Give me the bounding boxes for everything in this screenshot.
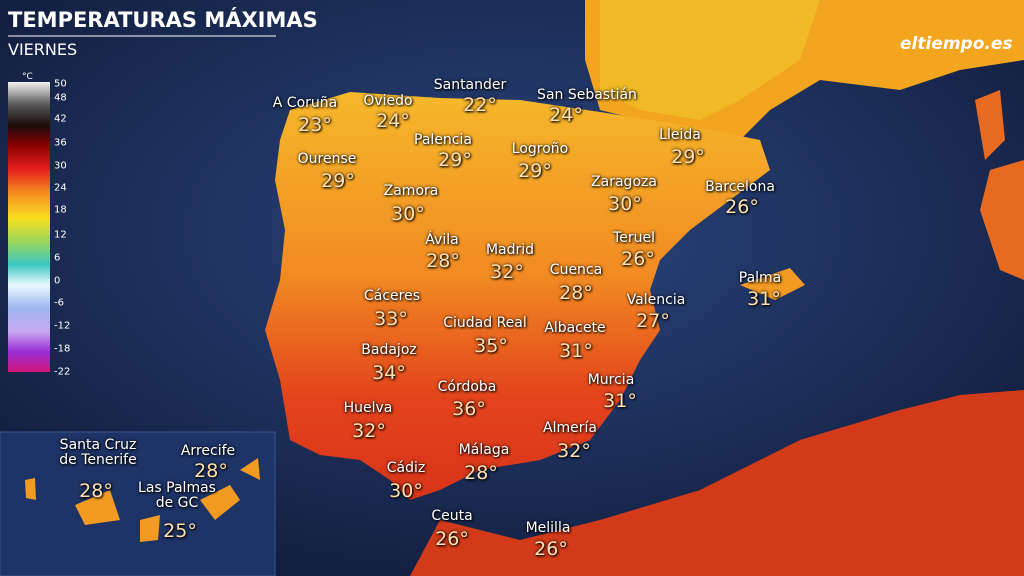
city-name: Huelva [343, 400, 393, 416]
city-temp: 31° [747, 288, 781, 310]
city-temp: 32° [352, 420, 386, 442]
city-name: Ciudad Real [443, 315, 527, 331]
city-name: A Coruña [272, 95, 338, 111]
city-temp: 26° [725, 196, 759, 218]
city-name: Madrid [485, 242, 535, 258]
city-name: Palencia [414, 132, 472, 148]
city-name: San Sebastián [537, 87, 637, 103]
city-temp: 28° [194, 460, 228, 482]
city-temp: 29° [438, 149, 472, 171]
legend-tick: 6 [54, 252, 61, 264]
city-name: Zaragoza [591, 174, 657, 190]
city-temp: 30° [608, 193, 642, 215]
city-name: Cuenca [549, 262, 603, 278]
legend-unit: °C [22, 72, 33, 82]
city-name: Córdoba [437, 379, 497, 395]
city-temp: 22° [463, 94, 497, 116]
city-temp: 34° [372, 362, 406, 384]
city-name: Almería [543, 420, 597, 436]
city-temp: 29° [671, 146, 705, 168]
city-temp: 29° [321, 170, 355, 192]
legend-tick: 0 [54, 275, 61, 287]
city-name: Santa Cruz de Tenerife [59, 437, 137, 468]
legend-tick: 48 [54, 92, 67, 104]
city-temp: 33° [374, 308, 408, 330]
city-temp: 27° [636, 310, 670, 332]
legend-tick: 50 [54, 78, 67, 90]
city-name: Lleida [659, 127, 701, 143]
city-temp: 26° [534, 538, 568, 560]
city-temp: 30° [391, 203, 425, 225]
city-name: Barcelona [705, 179, 775, 195]
legend-tick: 24 [54, 182, 67, 194]
legend-tick: 12 [54, 229, 67, 241]
city-name: Málaga [458, 442, 510, 458]
legend-tick: 36 [54, 137, 67, 149]
city-name: Las Palmas de GC [138, 480, 216, 511]
city-temp: 31° [559, 340, 593, 362]
city-temp: 26° [435, 528, 469, 550]
city-temp: 32° [490, 261, 524, 283]
city-temp: 36° [452, 398, 486, 420]
legend-tick: -6 [54, 297, 64, 309]
city-name: Cáceres [363, 288, 421, 304]
logo: eltiempo.es [900, 34, 1013, 54]
city-temp: 24° [549, 104, 583, 126]
city-name: Ceuta [431, 508, 473, 524]
city-name: Albacete [544, 320, 606, 336]
city-name: Palma [738, 270, 782, 286]
city-temp: 31° [603, 390, 637, 412]
city-temp: 28° [559, 282, 593, 304]
legend-tick: 42 [54, 113, 67, 125]
city-name: Teruel [613, 230, 655, 246]
city-temp: 32° [557, 440, 591, 462]
city-name: Melilla [525, 520, 571, 536]
city-name: Arrecife [180, 443, 236, 459]
city-temp: 29° [518, 160, 552, 182]
city-temp: 25° [163, 520, 197, 542]
legend-tick: 30 [54, 160, 67, 172]
city-temp: 28° [426, 250, 460, 272]
city-name: Oviedo [363, 93, 413, 109]
city-name: Badajoz [361, 342, 417, 358]
city-temp: 28° [79, 480, 113, 502]
title: TEMPERATURAS MÁXIMAS [8, 8, 318, 32]
city-name: Cádiz [386, 460, 426, 476]
city-temp: 30° [389, 480, 423, 502]
legend-tick: -12 [54, 320, 71, 332]
subtitle: VIERNES [8, 40, 78, 59]
legend-tick: 18 [54, 204, 67, 216]
city-name: Logroño [511, 141, 569, 157]
city-temp: 26° [621, 248, 655, 270]
city-temp: 35° [474, 335, 508, 357]
city-name: Zamora [383, 183, 439, 199]
city-name: Valencia [626, 292, 686, 308]
city-temp: 28° [464, 462, 498, 484]
city-name: Murcia [587, 372, 635, 388]
city-temp: 23° [298, 114, 332, 136]
legend-tick: -18 [54, 343, 71, 355]
city-temp: 24° [376, 110, 410, 132]
city-name: Santander [433, 77, 507, 93]
city-name: Ourense [297, 151, 357, 167]
color-scale [8, 82, 50, 372]
city-name: Ávila [425, 232, 459, 248]
legend-tick: -22 [54, 366, 71, 378]
